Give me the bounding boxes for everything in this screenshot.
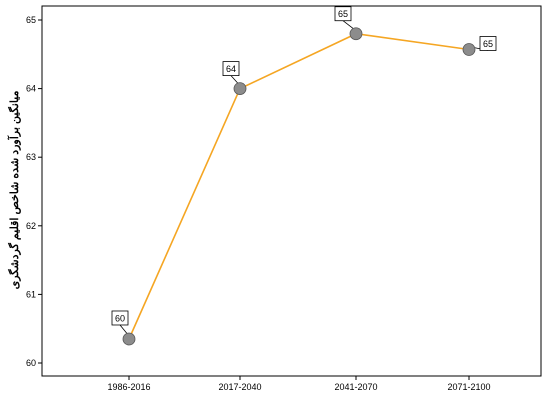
y-tick-label: 64 — [26, 84, 36, 94]
data-point — [233, 82, 247, 95]
data-label: 65 — [483, 39, 493, 49]
y-tick-label: 60 — [26, 358, 36, 368]
x-tick-label: 1986-2016 — [107, 382, 150, 392]
data-label: 65 — [338, 9, 348, 19]
y-axis-label: میانگین برآورد شده شاخص اقلیم گردشگری — [7, 91, 21, 290]
data-point — [349, 27, 363, 41]
x-axis: 1986-2016 2017-2040 2041-2070 2071-2100 — [107, 376, 491, 392]
data-label-box — [479, 36, 497, 51]
data-point — [462, 43, 476, 56]
data-label: 64 — [226, 64, 236, 74]
data-label: 60 — [115, 313, 125, 323]
data-label-box — [111, 310, 129, 326]
y-tick-label: 63 — [26, 152, 36, 162]
data-label-box — [334, 6, 352, 22]
y-tick-label: 65 — [26, 15, 36, 25]
series-line — [128, 32, 470, 340]
data-label-box — [222, 61, 240, 76]
y-tick-label: 61 — [26, 289, 36, 299]
x-tick-label: 2041-2070 — [334, 382, 377, 392]
y-axis: 60 61 62 63 64 65 — [26, 15, 42, 368]
series-layer: 60 64 65 65 — [111, 6, 497, 346]
y-tick-label: 62 — [26, 221, 36, 231]
x-tick-label: 2071-2100 — [447, 382, 490, 392]
data-point — [122, 332, 136, 346]
x-tick-label: 2017-2040 — [218, 382, 261, 392]
